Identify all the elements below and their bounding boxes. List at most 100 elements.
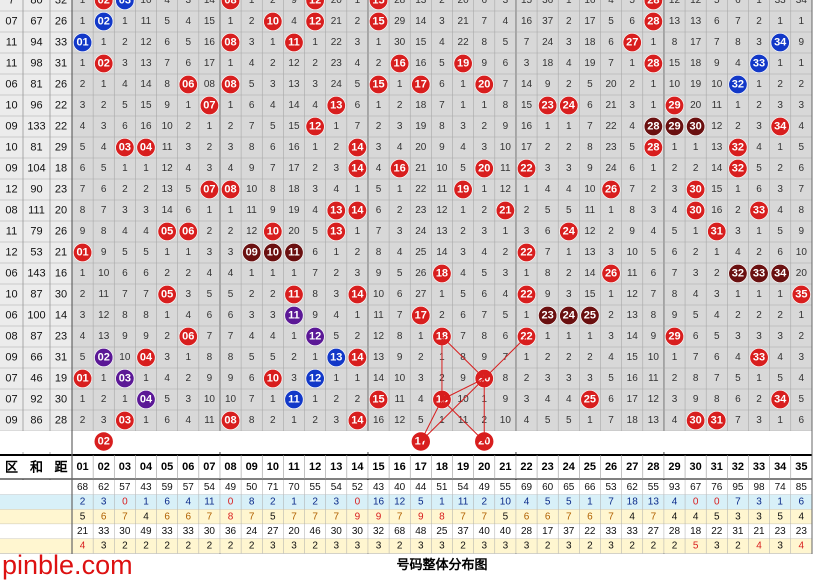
- number-column-header: 09: [246, 461, 258, 473]
- stats-value: 5: [270, 511, 276, 522]
- omission-value: 2: [270, 289, 276, 300]
- omission-value: 14: [627, 331, 639, 342]
- omission-value: 7: [608, 415, 614, 426]
- omission-value: 3: [481, 142, 487, 153]
- omission-value: 3: [228, 142, 234, 153]
- row-prefix-value: 08: [5, 331, 17, 343]
- omission-value: 8: [672, 289, 678, 300]
- stats-value: 7: [608, 497, 614, 508]
- omission-value: 23: [606, 142, 618, 153]
- omission-value: 6: [503, 58, 509, 69]
- ball-label: 34: [774, 394, 787, 406]
- omission-value: 29: [394, 16, 406, 27]
- number-column-header: 05: [161, 461, 173, 473]
- ball-label: 11: [288, 310, 300, 322]
- omission-value: 1: [333, 373, 339, 384]
- omission-value: 3: [207, 247, 213, 258]
- number-ball: [411, 305, 431, 325]
- number-column-header: 11: [288, 461, 300, 473]
- stats-row-bg: [72, 538, 812, 554]
- omission-value: 3: [545, 373, 551, 384]
- omission-value: 13: [162, 184, 174, 195]
- omission-value: 16: [521, 121, 533, 132]
- stats-value: 33: [183, 526, 195, 537]
- number-column-header: 27: [626, 461, 638, 473]
- omission-value: 1: [185, 100, 191, 111]
- omission-value: 3: [185, 289, 191, 300]
- stats-value: 2: [587, 541, 593, 552]
- omission-value: 8: [101, 226, 107, 237]
- omission-value: 1: [207, 205, 213, 216]
- ball-label: 28: [647, 58, 659, 70]
- number-column-header: 16: [394, 461, 406, 473]
- ball-label: 01: [76, 37, 88, 49]
- omission-value: 2: [312, 415, 318, 426]
- stats-value: 2: [164, 541, 170, 552]
- row-prefix-value: 100: [27, 310, 45, 322]
- number-column-header: 14: [351, 461, 364, 473]
- stats-value: 11: [458, 497, 469, 508]
- omission-value: 3: [355, 37, 361, 48]
- stats-value: 21: [753, 526, 765, 537]
- stats-value: 28: [669, 526, 681, 537]
- omission-value: 6: [608, 37, 614, 48]
- ball-label: 34: [774, 268, 787, 280]
- omission-value: 3: [228, 247, 234, 258]
- stats-value: 55: [310, 482, 322, 493]
- ball-label: 28: [647, 142, 659, 154]
- stats-value: 46: [310, 526, 322, 537]
- omission-value: 3: [672, 184, 678, 195]
- omission-value: 12: [690, 0, 702, 6]
- omission-value: 2: [249, 289, 255, 300]
- omission-value: 4: [651, 226, 657, 237]
- number-column-header: 03: [119, 461, 131, 473]
- row-prefix-value: 66: [30, 352, 42, 364]
- number-ball: [199, 96, 219, 116]
- omission-value: 13: [669, 16, 681, 27]
- ball-label: 35: [795, 289, 807, 301]
- ball-label: 10: [267, 247, 279, 259]
- row-prefix-value: 87: [30, 289, 42, 301]
- number-ball: [453, 180, 473, 200]
- omission-value: 4: [185, 310, 191, 321]
- omission-value: 6: [799, 163, 805, 174]
- stats-value: 7: [651, 511, 657, 522]
- omission-value: 5: [376, 184, 382, 195]
- omission-value: 5: [714, 331, 720, 342]
- ball-label: 08: [224, 0, 236, 7]
- ball-label: 14: [351, 163, 364, 175]
- omission-value: 3: [355, 268, 361, 279]
- omission-value: 1: [122, 163, 128, 174]
- row-prefix-value: 92: [30, 394, 42, 406]
- omission-value: 1: [143, 415, 149, 426]
- number-column-header: 34: [774, 461, 787, 473]
- omission-value: 16: [140, 121, 152, 132]
- number-column-header: 12: [309, 461, 321, 473]
- omission-value: 4: [397, 247, 403, 258]
- omission-value: 7: [397, 310, 403, 321]
- omission-value: 5: [481, 268, 487, 279]
- omission-value: 7: [503, 79, 509, 90]
- omission-value: 9: [799, 37, 805, 48]
- ball-label: 03: [119, 373, 131, 385]
- omission-value: 24: [415, 226, 427, 237]
- omission-value: 36: [542, 0, 554, 6]
- omission-value: 1: [777, 142, 783, 153]
- stats-value: 74: [775, 482, 787, 493]
- number-ball: [580, 305, 600, 325]
- omission-value: 3: [524, 226, 530, 237]
- number-ball: [347, 138, 367, 158]
- ball-label: 06: [182, 226, 194, 238]
- stats-value: 30: [204, 526, 216, 537]
- number-ball: [178, 75, 198, 95]
- omission-value: 9: [481, 352, 487, 363]
- omission-value: 1: [481, 184, 487, 195]
- omission-value: 6: [672, 247, 678, 258]
- ball-label: 24: [563, 100, 576, 112]
- number-column-header: 30: [690, 461, 702, 473]
- omission-value: 2: [397, 100, 403, 111]
- number-ball: [369, 12, 389, 31]
- omission-value: 1: [799, 310, 805, 321]
- number-ball: [495, 201, 515, 221]
- omission-value: 3: [608, 247, 614, 258]
